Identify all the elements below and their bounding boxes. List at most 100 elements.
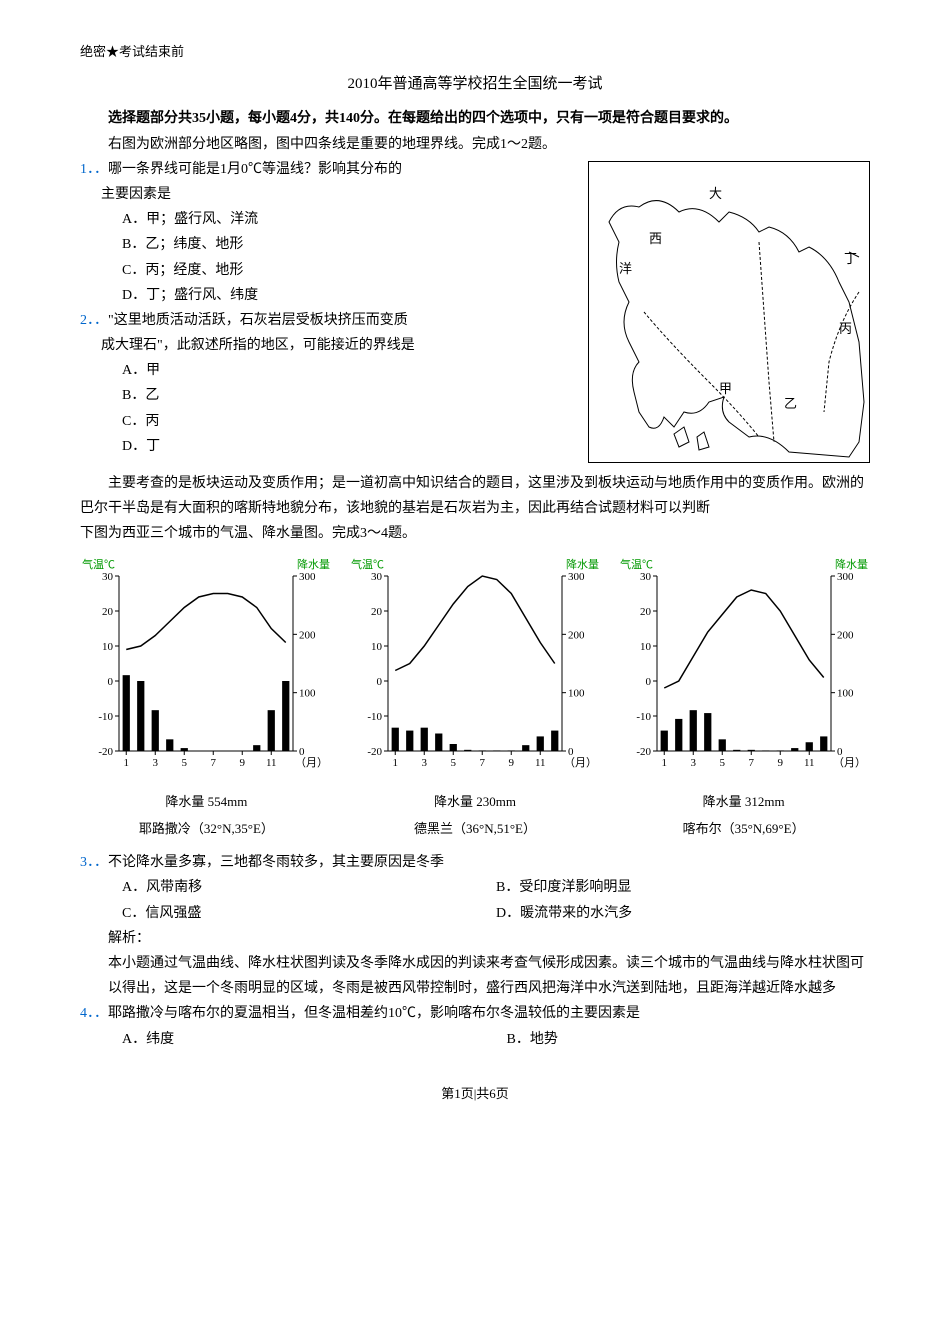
q2-num: 2．． — [80, 313, 108, 328]
q1-stem-1: 哪一条界线可能是1月0℃等温线？影响其分布的 — [108, 162, 402, 177]
q3-explain: 本小题通过气温曲线、降水柱状图判读及冬季降水成因的判读来考查气候形成因素。读三个… — [108, 951, 870, 1001]
svg-text:300: 300 — [837, 571, 854, 583]
svg-text:7: 7 — [479, 757, 485, 769]
svg-text:100: 100 — [837, 688, 854, 700]
svg-text:11: 11 — [535, 757, 546, 769]
chart-2: 气温℃降水量 mm-20-10010203001002003001357911（… — [349, 556, 602, 840]
svg-text:0: 0 — [108, 676, 114, 688]
svg-text:10: 10 — [102, 641, 114, 653]
svg-text:气温℃: 气温℃ — [82, 557, 115, 571]
svg-text:降水量 mm: 降水量 mm — [566, 557, 600, 571]
question-4: 4．．耶路撒冷与喀布尔的夏温相当，但冬温相差约10℃，影响喀布尔冬温较低的主要因… — [80, 1001, 870, 1026]
map-label-yi: 乙 — [784, 392, 797, 415]
chart-2-city: 德黑兰（36°N,51°E） — [349, 817, 602, 840]
chart-svg-1: 气温℃降水量 mm-20-10010203001002003001357911（… — [81, 556, 331, 776]
q4-stem: 耶路撒冷与喀布尔的夏温相当，但冬温相差约10℃，影响喀布尔冬温较低的主要因素是 — [108, 1006, 640, 1021]
header-note: 绝密★考试结束前 — [80, 40, 870, 63]
svg-text:200: 200 — [837, 630, 854, 642]
svg-text:30: 30 — [640, 571, 652, 583]
chart-3: 气温℃降水量 mm-20-10010203001002003001357911（… — [617, 556, 870, 840]
svg-text:300: 300 — [568, 571, 585, 583]
svg-text:（月）: （月） — [833, 756, 866, 769]
page-footer: 第1页|共6页 — [80, 1082, 870, 1105]
climate-charts: 气温℃降水量 mm-20-10010203001002003001357911（… — [80, 556, 870, 840]
exam-title: 2010年普通高等学校招生全国统一考试 — [80, 71, 870, 98]
svg-text:-10: -10 — [99, 711, 114, 723]
svg-text:30: 30 — [102, 571, 114, 583]
q1-num: 1．． — [80, 162, 108, 177]
svg-text:1: 1 — [392, 757, 398, 769]
q4-num: 4．． — [80, 1006, 108, 1021]
q2-explain: 主要考查的是板块运动及变质作用；是一道初高中知识结合的题目，这里涉及到板块运动与… — [80, 471, 870, 521]
svg-text:-20: -20 — [636, 746, 651, 758]
svg-text:9: 9 — [508, 757, 514, 769]
svg-text:7: 7 — [748, 757, 754, 769]
svg-text:1: 1 — [124, 757, 130, 769]
svg-text:9: 9 — [777, 757, 783, 769]
q3-num: 3．． — [80, 855, 108, 870]
svg-text:5: 5 — [719, 757, 725, 769]
chart-3-total: 降水量 312mm — [617, 790, 870, 813]
svg-text:-20: -20 — [367, 746, 382, 758]
q3-stem: 不论降水量多寡，三地都冬雨较多，其主要原因是冬季 — [108, 855, 444, 870]
passage2-intro: 下图为西亚三个城市的气温、降水量图。完成3～4题。 — [80, 521, 870, 546]
svg-text:降水量 mm: 降水量 mm — [835, 557, 869, 571]
svg-text:（月）: （月） — [564, 756, 597, 769]
svg-text:-20: -20 — [99, 746, 114, 758]
svg-text:气温℃: 气温℃ — [620, 557, 653, 571]
chart-1-total: 降水量 554mm — [80, 790, 333, 813]
chart-svg-3: 气温℃降水量 mm-20-10010203001002003001357911（… — [619, 556, 869, 776]
map-label-ding: 丁 — [844, 247, 857, 270]
svg-text:10: 10 — [371, 641, 383, 653]
svg-text:10: 10 — [640, 641, 652, 653]
map-svg — [589, 162, 867, 460]
svg-text:0: 0 — [645, 676, 651, 688]
svg-text:20: 20 — [371, 606, 383, 618]
svg-text:3: 3 — [690, 757, 696, 769]
map-label-xi: 西 — [649, 227, 662, 250]
chart-1-city: 耶路撒冷（32°N,35°E） — [80, 817, 333, 840]
svg-text:30: 30 — [371, 571, 383, 583]
question-3: 3．．不论降水量多寡，三地都冬雨较多，其主要原因是冬季 — [80, 850, 870, 875]
svg-text:3: 3 — [153, 757, 159, 769]
chart-2-total: 降水量 230mm — [349, 790, 602, 813]
svg-text:-10: -10 — [367, 711, 382, 723]
map-label-yang: 洋 — [619, 257, 632, 280]
svg-text:7: 7 — [211, 757, 217, 769]
svg-text:100: 100 — [299, 688, 316, 700]
q3-explain-label: 解析： — [108, 926, 870, 951]
svg-text:0: 0 — [376, 676, 382, 688]
svg-text:11: 11 — [804, 757, 815, 769]
q3-opt-c: C．信风强盛 — [122, 901, 496, 926]
map-label-bing: 丙 — [839, 317, 852, 340]
passage1-intro: 右图为欧洲部分地区略图，图中四条线是重要的地理界线。完成1～2题。 — [80, 132, 870, 157]
svg-text:200: 200 — [568, 630, 585, 642]
svg-text:1: 1 — [661, 757, 667, 769]
svg-text:降水量 mm: 降水量 mm — [297, 557, 331, 571]
instruction: 选择题部分共35小题，每小题4分，共140分。在每题给出的四个选项中，只有一项是… — [80, 106, 870, 131]
q3-opt-a: A．风带南移 — [122, 875, 496, 900]
q3-opt-b: B．受印度洋影响明显 — [496, 875, 870, 900]
svg-text:5: 5 — [182, 757, 188, 769]
svg-text:9: 9 — [240, 757, 246, 769]
q3-opt-d: D．暖流带来的水汽多 — [496, 901, 870, 926]
chart-1: 气温℃降水量 mm-20-10010203001002003001357911（… — [80, 556, 333, 840]
svg-text:100: 100 — [568, 688, 585, 700]
q2-stem-1: "这里地质活动活跃，石灰岩层受板块挤压而变质 — [108, 313, 408, 328]
chart-3-city: 喀布尔（35°N,69°E） — [617, 817, 870, 840]
map-label-da: 大 — [709, 182, 722, 205]
svg-text:20: 20 — [102, 606, 114, 618]
map-label-jia: 甲 — [719, 377, 732, 400]
svg-text:5: 5 — [450, 757, 456, 769]
svg-text:-10: -10 — [636, 711, 651, 723]
q4-opt-b: B．地势 — [507, 1027, 558, 1052]
svg-text:气温℃: 气温℃ — [351, 557, 384, 571]
chart-svg-2: 气温℃降水量 mm-20-10010203001002003001357911（… — [350, 556, 600, 776]
svg-text:200: 200 — [299, 630, 316, 642]
svg-text:（月）: （月） — [295, 756, 328, 769]
q4-opt-a: A．纬度 — [122, 1027, 507, 1052]
svg-text:300: 300 — [299, 571, 316, 583]
svg-text:20: 20 — [640, 606, 652, 618]
svg-text:3: 3 — [421, 757, 427, 769]
svg-text:11: 11 — [266, 757, 277, 769]
